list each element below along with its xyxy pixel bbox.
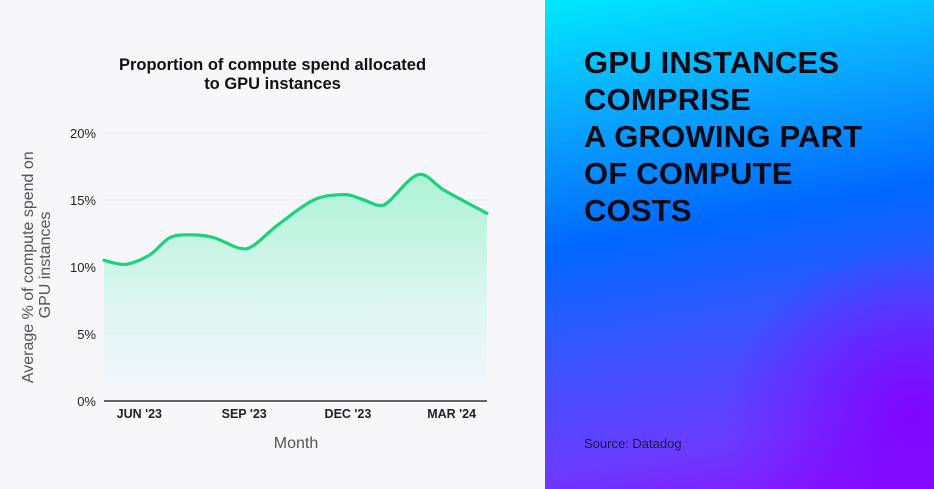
chart-title-line: to GPU instances [204,75,341,93]
series-line [102,172,489,267]
x-tick-label: MAR '24 [427,407,476,421]
headline-line: GPU INSTANCES [584,45,840,80]
headline-line: OF COMPUTE [584,156,793,191]
x-tick-label: SEP '23 [222,407,267,421]
y-tick-label: 5% [77,327,96,342]
x-axis-label: Month [274,435,318,452]
headline-line: A GROWING PART [584,119,863,154]
x-tick-label: JUN '23 [117,407,162,421]
headline-line: COSTS [584,193,692,228]
y-axis-label: Average % of compute spend on GPU instan… [20,147,54,383]
y-tick-label: 0% [77,394,96,409]
y-axis-label-line: Average % of compute spend on [20,151,37,383]
headline-panel [545,0,934,489]
y-tick-label: 15% [70,193,96,208]
area-fill [104,174,487,383]
y-tick-label: 10% [70,260,96,275]
headline-line: COMPRISE [584,82,751,117]
chart-title: Proportion of compute spend allocated to… [0,56,545,94]
source-note: Source: Datadog [584,436,682,451]
area-chart: 0% 5% 10% 15% 20% JUN '23 SEP '23 DEC '23 MAR '… [20,126,489,452]
x-tick-label: DEC '23 [325,407,372,421]
y-axis-label-line: GPU instances [37,212,54,319]
headline: GPU INSTANCES COMPRISE A GROWING PART OF… [584,44,862,229]
y-tick-label: 20% [70,126,96,141]
chart-title-line: Proportion of compute spend allocated [118,56,427,74]
